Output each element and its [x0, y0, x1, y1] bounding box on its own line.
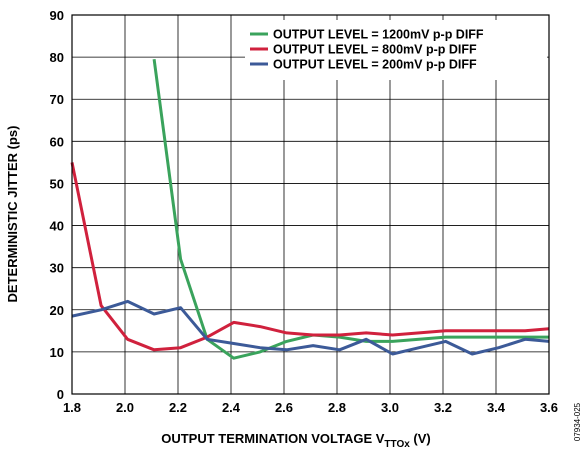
x-tick-label: 3.0 [381, 400, 399, 415]
y-tick-label: 60 [50, 134, 64, 149]
x-tick-label: 2.2 [169, 400, 187, 415]
x-tick-label: 3.6 [540, 400, 558, 415]
x-tick-label: 1.8 [63, 400, 81, 415]
series-lines [70, 59, 550, 360]
y-tick-labels: 0 10 20 30 40 50 60 70 80 90 [50, 8, 64, 402]
legend-label: OUTPUT LEVEL = 200mV p-p DIFF [273, 58, 477, 72]
x-tick-labels: 1.8 2.0 2.2 2.4 2.6 2.8 3.0 3.2 3.4 3.6 [63, 400, 558, 415]
x-tick-label: 2.6 [275, 400, 293, 415]
x-axis-label: OUTPUT TERMINATION VOLTAGE VTTOx (V) [161, 431, 431, 450]
x-tick-label: 2.0 [116, 400, 134, 415]
y-tick-label: 80 [50, 50, 64, 65]
y-tick-label: 50 [50, 176, 64, 191]
x-tick-label: 3.4 [487, 400, 506, 415]
y-tick-label: 0 [57, 387, 64, 402]
y-tick-label: 90 [50, 8, 64, 23]
legend-background [245, 20, 547, 80]
x-tick-label: 2.4 [222, 400, 241, 415]
y-tick-label: 70 [50, 92, 64, 107]
y-tick-label: 40 [50, 219, 64, 234]
series-line-1 [70, 162, 550, 352]
y-tick-label: 30 [50, 261, 64, 276]
series-line-2 [71, 299, 550, 356]
x-tick-label: 2.8 [328, 400, 346, 415]
plot-frame [71, 14, 550, 395]
y-tick-label: 10 [50, 345, 64, 360]
x-tick-label: 3.2 [434, 400, 452, 415]
y-axis-label: DETERMINISTIC JITTER (ps) [5, 126, 20, 303]
legend-label: OUTPUT LEVEL = 1200mV p-p DIFF [273, 28, 484, 42]
legend-label: OUTPUT LEVEL = 800mV p-p DIFF [273, 43, 477, 57]
figure-id: 07934-025 [573, 402, 582, 441]
series-line-0 [152, 59, 549, 360]
y-tick-label: 20 [50, 303, 64, 318]
